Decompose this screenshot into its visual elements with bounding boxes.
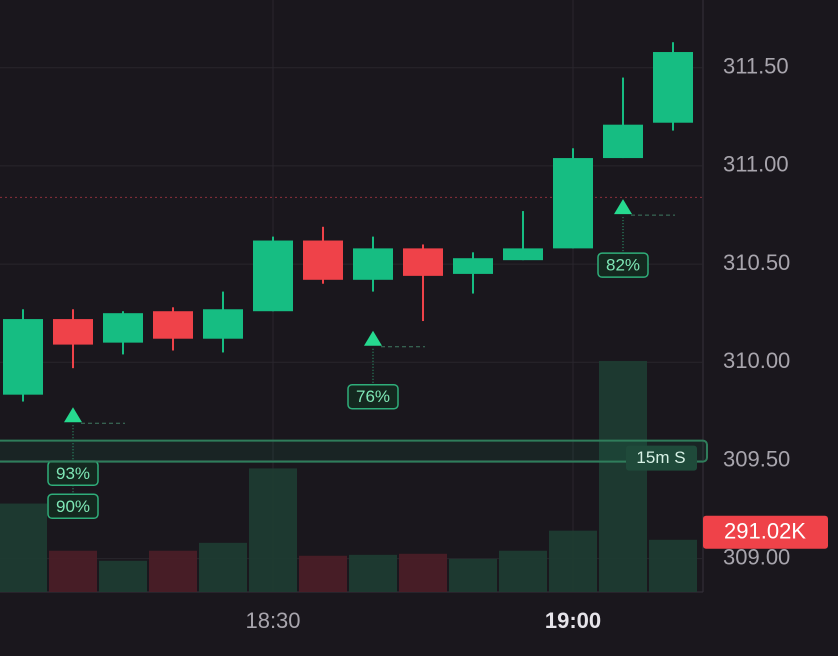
signal-label-box (597, 252, 649, 278)
volume-bar (249, 468, 297, 592)
volume-bar (599, 360, 647, 592)
signal-label-box (347, 383, 399, 410)
volume-label-box (703, 515, 828, 549)
candle-body (503, 248, 543, 261)
candle-body (303, 240, 343, 280)
signal-arrow (614, 199, 632, 215)
volume-bar (449, 558, 497, 592)
candle-body (603, 124, 643, 159)
signal-arrow (64, 407, 82, 423)
volume-bar (0, 503, 47, 592)
signal-label: 76% (356, 387, 390, 406)
x-tick-label: 19:00 (545, 608, 601, 633)
candle-body (103, 313, 143, 343)
volume-bar (299, 555, 347, 592)
signal-label: 82% (606, 256, 640, 275)
candle-body (403, 248, 443, 276)
candle-body (3, 319, 43, 395)
candle-body (353, 248, 393, 280)
volume-bar (149, 550, 197, 592)
candle-body (203, 309, 243, 339)
volume-bar (349, 554, 397, 592)
volume-bar (49, 550, 97, 592)
y-tick-label: 309.50 (723, 446, 790, 471)
y-tick-label: 311.50 (723, 54, 789, 79)
volume-bar (499, 550, 547, 592)
candle-body (253, 240, 293, 312)
y-tick-label: 310.00 (723, 348, 790, 373)
signal-label: 93% (56, 464, 90, 483)
signal-label: 90% (56, 497, 90, 516)
candle-body (153, 311, 193, 339)
band-label-box (626, 445, 697, 471)
candle-body (453, 258, 493, 274)
candle-body (53, 319, 93, 345)
volume-bar (99, 560, 147, 592)
signal-arrow (364, 330, 382, 346)
band-label: 15m S (636, 448, 685, 467)
x-tick-label: 18:30 (245, 608, 300, 633)
candle-body (653, 52, 693, 123)
volume-label: 291.02K (724, 519, 806, 544)
volume-bar (549, 530, 597, 592)
volume-bar (649, 539, 697, 592)
volume-bar (399, 553, 447, 592)
candle-body (553, 158, 593, 249)
x-tick-label: 18:00 (0, 608, 1, 633)
y-tick-label: 311.00 (723, 152, 789, 177)
volume-bar (199, 542, 247, 592)
signal-label-box (47, 493, 99, 520)
y-tick-label: 310.50 (723, 250, 790, 275)
plot-area: 93% 90% 76% 82% (0, 0, 703, 592)
level-band (0, 439, 708, 463)
